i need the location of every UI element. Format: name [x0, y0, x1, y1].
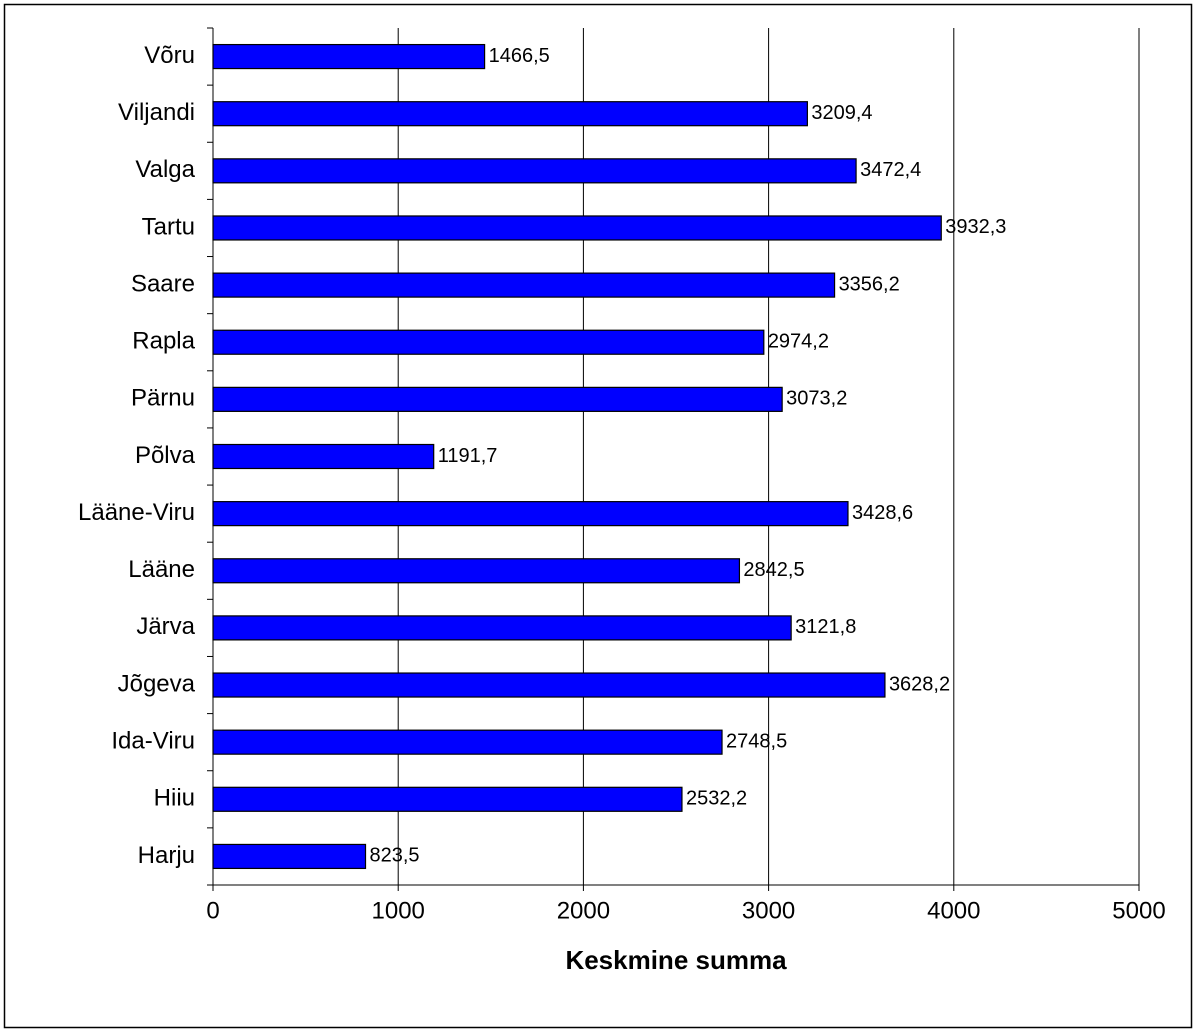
value-label: 2974,2	[768, 331, 829, 353]
x-axis-title: Keskmine summa	[565, 945, 787, 975]
value-label: 3628,2	[889, 673, 950, 695]
value-label: 1191,7	[438, 445, 498, 467]
value-label: 3428,6	[852, 502, 913, 524]
bar	[212, 215, 942, 241]
y-tick-label: Tartu	[142, 213, 195, 240]
y-tick-label: Võru	[144, 42, 195, 69]
value-label: 3209,4	[811, 102, 872, 124]
y-tick-label: Harju	[138, 842, 195, 869]
x-tick-label: 2000	[557, 897, 610, 924]
y-tick-label: Lääne	[128, 556, 195, 583]
bar	[212, 329, 765, 355]
bar	[212, 729, 723, 755]
y-tick-label: Valga	[135, 156, 195, 183]
y-tick-label: Saare	[131, 270, 195, 297]
y-tick-label: Lääne-Viru	[78, 499, 195, 526]
bar	[212, 101, 808, 127]
value-label: 2842,5	[743, 559, 804, 581]
x-tick-label: 4000	[927, 897, 980, 924]
y-tick-label: Hiiu	[154, 785, 195, 812]
value-label: 3932,3	[945, 216, 1006, 238]
value-label: 1466,5	[489, 45, 550, 67]
bar	[212, 501, 849, 527]
x-tick-label: 5000	[1112, 897, 1165, 924]
x-tick-label: 3000	[742, 897, 795, 924]
y-tick-label: Ida-Viru	[111, 728, 195, 755]
bar	[212, 786, 683, 812]
value-label: 3121,8	[795, 616, 856, 638]
x-tick-label: 1000	[372, 897, 425, 924]
x-tick-label: 0	[206, 897, 219, 924]
value-label: 3073,2	[786, 388, 847, 410]
bar	[212, 672, 886, 698]
value-label: 2532,2	[686, 788, 747, 810]
bar	[212, 158, 857, 184]
bar	[212, 272, 836, 298]
bar	[212, 386, 783, 412]
y-tick-label: Järva	[136, 613, 195, 640]
bar	[212, 558, 741, 584]
y-tick-label: Põlva	[135, 442, 196, 469]
bar	[212, 843, 367, 870]
y-tick-label: Jõgeva	[118, 670, 196, 697]
value-label: 2748,5	[726, 730, 787, 752]
y-tick-label: Rapla	[132, 328, 195, 355]
bar	[212, 43, 486, 70]
y-tick-label: Pärnu	[131, 385, 195, 412]
value-label: 3472,4	[860, 159, 921, 181]
bar	[212, 443, 435, 470]
y-tick-label: Viljandi	[118, 99, 195, 126]
bar	[212, 615, 792, 641]
value-label: 3356,2	[839, 273, 900, 295]
value-label: 823,5	[370, 845, 420, 867]
